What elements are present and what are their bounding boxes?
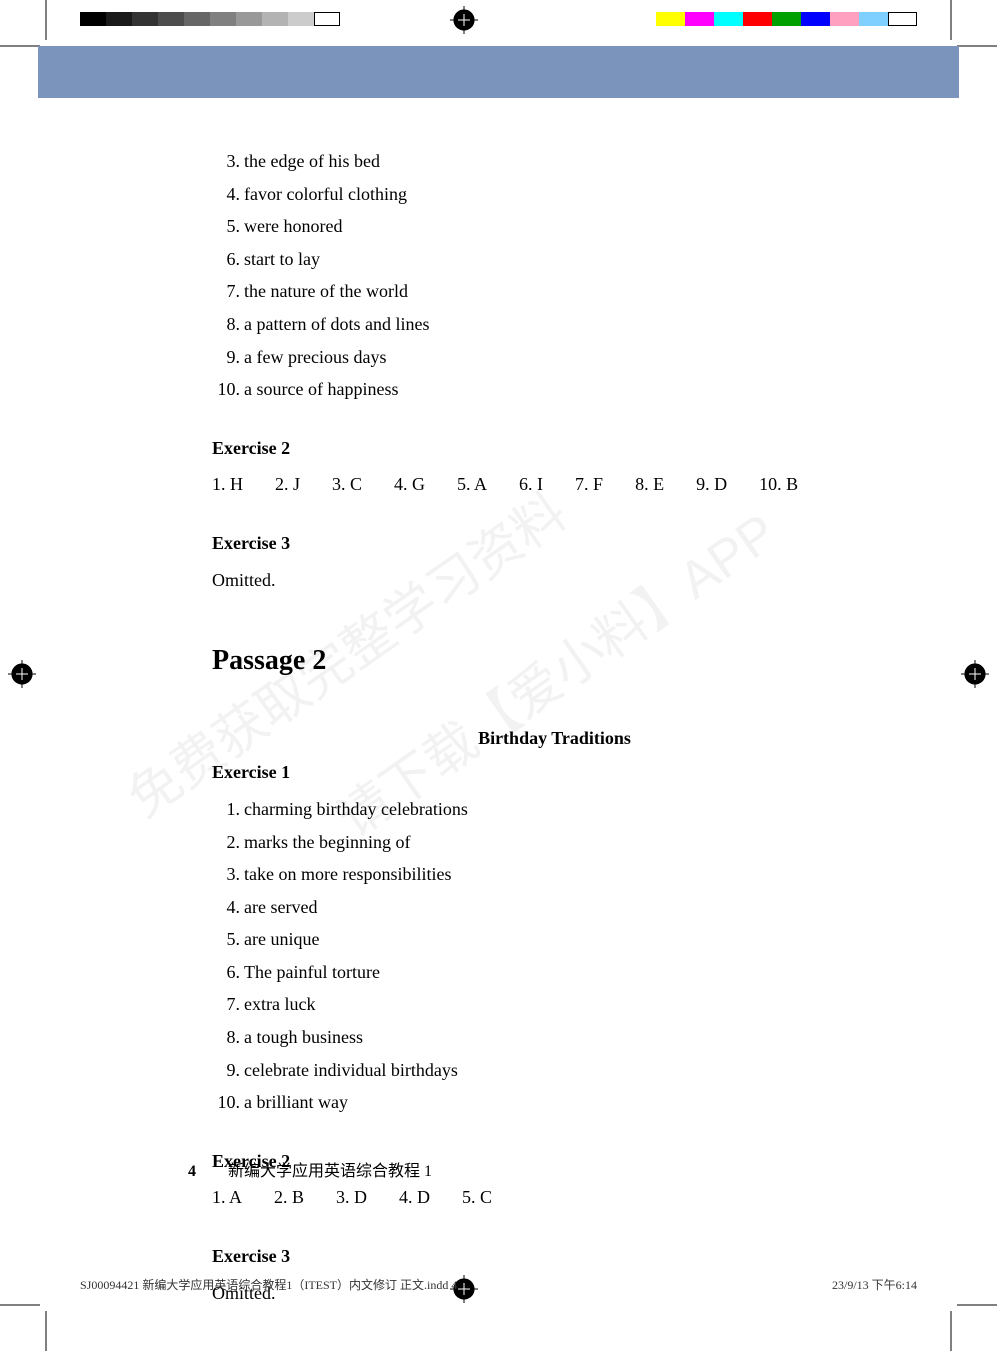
answer-item: 5. C	[462, 1182, 492, 1213]
exercise3-body: Omitted.	[212, 565, 897, 596]
exercise3-heading: Exercise 3	[212, 528, 897, 559]
list-item-text: are served	[244, 892, 317, 923]
answer-item: 4. D	[399, 1182, 430, 1213]
list-item: 6.The painful torture	[212, 957, 897, 988]
passage-heading: Passage 2	[212, 637, 897, 685]
list-item-text: were honored	[244, 211, 342, 242]
list-item-number: 2.	[212, 827, 240, 858]
list-item: 1.charming birthday celebrations	[212, 794, 897, 825]
page-content: 3.the edge of his bed4.favor colorful cl…	[212, 146, 897, 1308]
list-item-text: take on more responsibilities	[244, 859, 451, 890]
answer-item: 10. B	[759, 469, 798, 500]
answer-item: 8. E	[635, 469, 664, 500]
list-item-text: extra luck	[244, 989, 315, 1020]
list-item: 4.are served	[212, 892, 897, 923]
list-item-number: 1.	[212, 794, 240, 825]
exercise2-heading: Exercise 2	[212, 433, 897, 464]
list-item: 8.a pattern of dots and lines	[212, 309, 897, 340]
p2-exercise1-heading: Exercise 1	[212, 757, 897, 788]
header-band	[38, 46, 959, 98]
p2-exercise3-heading: Exercise 3	[212, 1241, 897, 1272]
print-color-bar-right	[656, 12, 917, 26]
answer-item: 6. I	[519, 469, 543, 500]
list-item: 6.start to lay	[212, 244, 897, 275]
list-item-text: celebrate individual birthdays	[244, 1055, 458, 1086]
answer-item: 3. D	[336, 1182, 367, 1213]
list-item: 3.take on more responsibilities	[212, 859, 897, 890]
list-item: 10.a brilliant way	[212, 1087, 897, 1118]
print-footer: SJ00094421 新编大学应用英语综合教程1（ITEST）内文修订 正文.i…	[80, 1276, 917, 1293]
list-item-text: a brilliant way	[244, 1087, 348, 1118]
footer-title: 新编大学应用英语综合教程 1	[228, 1163, 432, 1180]
list-item-number: 7.	[212, 276, 240, 307]
page-footer: 4 新编大学应用英语综合教程 1	[188, 1157, 432, 1181]
passage-title: Birthday Traditions	[212, 723, 897, 754]
list-item-text: favor colorful clothing	[244, 179, 407, 210]
answer-item: 3. C	[332, 469, 362, 500]
list-item-text: a few precious days	[244, 342, 386, 373]
answer-item: 2. J	[275, 469, 300, 500]
answer-item: 5. A	[457, 469, 487, 500]
list-item: 9.celebrate individual birthdays	[212, 1055, 897, 1086]
list-item-number: 6.	[212, 244, 240, 275]
print-footer-right: 23/9/13 下午6:14	[832, 1276, 917, 1293]
list-item: 5.are unique	[212, 924, 897, 955]
answer-item: 9. D	[696, 469, 727, 500]
list-item: 7.the nature of the world	[212, 276, 897, 307]
registration-mark-top	[450, 6, 478, 34]
exercise1-list: 3.the edge of his bed4.favor colorful cl…	[212, 146, 897, 405]
print-footer-left: SJ00094421 新编大学应用英语综合教程1（ITEST）内文修订 正文.i…	[80, 1276, 457, 1293]
list-item-text: the nature of the world	[244, 276, 408, 307]
list-item: 7.extra luck	[212, 989, 897, 1020]
list-item-number: 5.	[212, 924, 240, 955]
answer-item: 7. F	[575, 469, 603, 500]
list-item-text: The painful torture	[244, 957, 380, 988]
answer-item: 4. G	[394, 469, 425, 500]
list-item: 8.a tough business	[212, 1022, 897, 1053]
list-item-number: 10.	[212, 1087, 240, 1118]
list-item-number: 6.	[212, 957, 240, 988]
list-item-text: a tough business	[244, 1022, 363, 1053]
list-item-number: 3.	[212, 859, 240, 890]
crop-mark-bl	[0, 1291, 60, 1351]
list-item-number: 5.	[212, 211, 240, 242]
answer-item: 1. H	[212, 469, 243, 500]
answer-item: 2. B	[274, 1182, 304, 1213]
registration-mark-left	[8, 660, 36, 688]
list-item-number: 7.	[212, 989, 240, 1020]
list-item-number: 8.	[212, 1022, 240, 1053]
list-item-number: 3.	[212, 146, 240, 177]
registration-mark-right	[961, 660, 989, 688]
exercise2-answers: 1. H 2. J 3. C 4. G 5. A 6. I 7. F 8. E 9. D 10. …	[212, 469, 897, 500]
list-item: 3.the edge of his bed	[212, 146, 897, 177]
list-item-text: start to lay	[244, 244, 320, 275]
list-item-number: 4.	[212, 179, 240, 210]
list-item-text: a source of happiness	[244, 374, 398, 405]
list-item-text: the edge of his bed	[244, 146, 380, 177]
list-item: 5.were honored	[212, 211, 897, 242]
p2-exercise2-answers: 1. A 2. B 3. D 4. D 5. C	[212, 1182, 897, 1213]
list-item: 2.marks the beginning of	[212, 827, 897, 858]
page-number: 4	[188, 1163, 196, 1180]
list-item-number: 4.	[212, 892, 240, 923]
list-item-number: 9.	[212, 1055, 240, 1086]
p2-exercise1-list: 1.charming birthday celebrations2.marks …	[212, 794, 897, 1118]
print-color-bar-left	[80, 12, 340, 26]
list-item-text: a pattern of dots and lines	[244, 309, 429, 340]
list-item-number: 8.	[212, 309, 240, 340]
list-item: 9.a few precious days	[212, 342, 897, 373]
answer-item: 1. A	[212, 1182, 242, 1213]
list-item-text: charming birthday celebrations	[244, 794, 468, 825]
list-item: 10.a source of happiness	[212, 374, 897, 405]
list-item-text: marks the beginning of	[244, 827, 410, 858]
crop-mark-br	[937, 1291, 997, 1351]
list-item-text: are unique	[244, 924, 319, 955]
list-item-number: 10.	[212, 374, 240, 405]
list-item: 4.favor colorful clothing	[212, 179, 897, 210]
list-item-number: 9.	[212, 342, 240, 373]
